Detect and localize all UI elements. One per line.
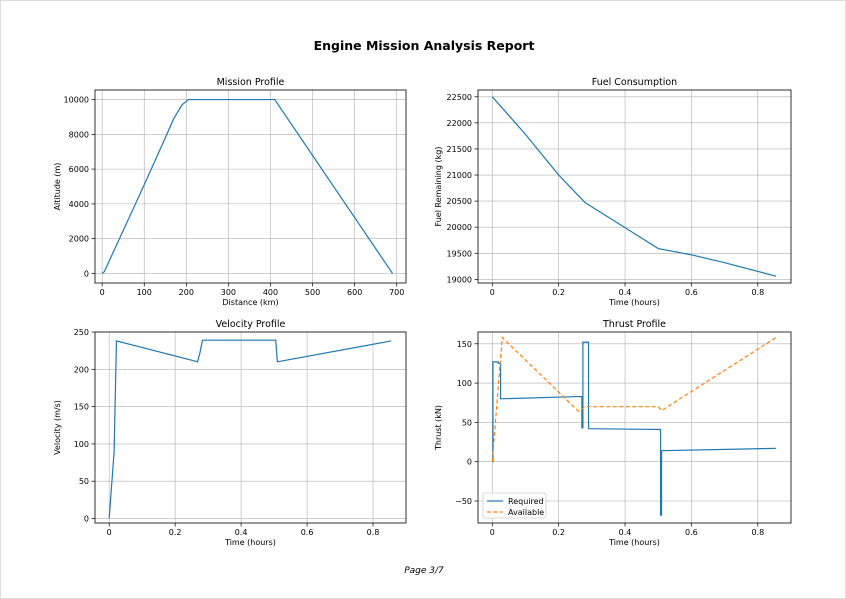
chart-panel-1: 0 100 200 300 400 500 600 700 0 2000 4000 6000 8000 1… bbox=[53, 77, 407, 307]
series-line-velocity bbox=[108, 339, 392, 519]
x-tick-label: 0.2 bbox=[552, 528, 565, 537]
x-tick-label: 0.8 bbox=[751, 288, 764, 297]
y-tick-label: 50 bbox=[79, 477, 89, 486]
chart-title: Fuel Consumption bbox=[592, 77, 677, 88]
x-tick-label: 0 bbox=[100, 288, 105, 297]
y-axis-label: Altitude (m) bbox=[53, 163, 62, 211]
y-tick-label: 250 bbox=[74, 328, 89, 337]
y-tick-label: 0 bbox=[467, 458, 472, 467]
y-tick-label: 22500 bbox=[447, 93, 472, 102]
axes-frame bbox=[477, 331, 792, 524]
x-tick-label: 0.6 bbox=[301, 528, 314, 537]
chart-title: Mission Profile bbox=[217, 77, 285, 88]
series-line-required bbox=[492, 341, 777, 516]
axes-frame bbox=[477, 89, 792, 284]
axes-frame bbox=[94, 89, 407, 284]
x-tick-label: 300 bbox=[221, 288, 236, 297]
x-tick-label: 0.8 bbox=[367, 528, 380, 537]
y-tick-label: 10000 bbox=[64, 96, 89, 105]
legend-label-required: Required bbox=[508, 497, 544, 506]
y-tick-label: 150 bbox=[457, 340, 472, 349]
series-line-altitude bbox=[101, 98, 394, 274]
y-tick-label: −50 bbox=[455, 497, 472, 506]
x-tick-label: 0 bbox=[107, 528, 112, 537]
x-axis-label: Time (hours) bbox=[608, 538, 660, 547]
y-tick-label: 20000 bbox=[447, 223, 472, 232]
y-tick-label: 100 bbox=[457, 379, 472, 388]
series-line-fuel bbox=[491, 96, 777, 277]
y-tick-label: 4000 bbox=[69, 200, 89, 209]
chart-panel-4: 0 0.2 0.4 0.6 0.8 −50 0 50 100 150 Thrust Profile T… bbox=[434, 319, 792, 547]
chart-panel-2: 0 0.2 0.4 0.6 0.8 19000 19500 20000 20500 21000 21… bbox=[434, 77, 792, 307]
y-tick-label: 19000 bbox=[447, 275, 472, 284]
x-tick-label: 200 bbox=[179, 288, 194, 297]
x-tick-label: 0.2 bbox=[169, 528, 182, 537]
report-title: Engine Mission Analysis Report bbox=[313, 38, 535, 53]
x-axis-label: Time (hours) bbox=[224, 538, 276, 547]
y-tick-label: 200 bbox=[74, 365, 89, 374]
axes-frame bbox=[94, 331, 407, 524]
x-tick-label: 600 bbox=[347, 288, 362, 297]
chart-title: Thrust Profile bbox=[602, 319, 666, 330]
x-tick-label: 0.4 bbox=[619, 528, 632, 537]
x-axis-label: Time (hours) bbox=[608, 298, 660, 307]
y-tick-label: 21500 bbox=[447, 145, 472, 154]
x-tick-label: 0.6 bbox=[685, 528, 698, 537]
x-tick-label: 0.6 bbox=[685, 288, 698, 297]
series-line-available bbox=[491, 336, 777, 462]
y-tick-label: 8000 bbox=[69, 130, 89, 139]
y-axis-label: Fuel Remaining (kg) bbox=[434, 147, 443, 227]
x-tick-label: 500 bbox=[305, 288, 320, 297]
x-tick-label: 400 bbox=[263, 288, 278, 297]
y-tick-label: 150 bbox=[74, 403, 89, 412]
legend-box bbox=[482, 492, 547, 519]
chart-title: Velocity Profile bbox=[216, 319, 286, 330]
y-tick-label: 2000 bbox=[69, 235, 89, 244]
legend-label-available: Available bbox=[508, 508, 544, 517]
page-number: Page 3/7 bbox=[404, 566, 444, 576]
y-tick-label: 0 bbox=[84, 269, 89, 278]
y-tick-label: 0 bbox=[84, 515, 89, 524]
x-tick-label: 0.4 bbox=[619, 288, 632, 297]
y-axis-label: Velocity (m/s) bbox=[53, 400, 62, 455]
chart-panel-3: 0 0.2 0.4 0.6 0.8 0 50 100 150 200 250 Velocity Pro… bbox=[53, 319, 407, 547]
x-tick-label: 0 bbox=[490, 528, 495, 537]
x-tick-label: 0.4 bbox=[235, 528, 248, 537]
y-tick-label: 6000 bbox=[69, 165, 89, 174]
y-axis-label: Thrust (kN) bbox=[434, 405, 443, 451]
y-tick-label: 20500 bbox=[447, 197, 472, 206]
x-tick-label: 0 bbox=[490, 288, 495, 297]
y-tick-label: 19500 bbox=[447, 249, 472, 258]
y-tick-label: 100 bbox=[74, 440, 89, 449]
x-tick-label: 0.2 bbox=[552, 288, 565, 297]
x-tick-label: 0.8 bbox=[751, 528, 764, 537]
y-tick-label: 50 bbox=[462, 418, 472, 427]
y-tick-label: 22000 bbox=[447, 119, 472, 128]
y-tick-label: 21000 bbox=[447, 171, 472, 180]
x-tick-label: 700 bbox=[389, 288, 404, 297]
x-axis-label: Distance (km) bbox=[222, 298, 278, 307]
x-tick-label: 100 bbox=[137, 288, 152, 297]
